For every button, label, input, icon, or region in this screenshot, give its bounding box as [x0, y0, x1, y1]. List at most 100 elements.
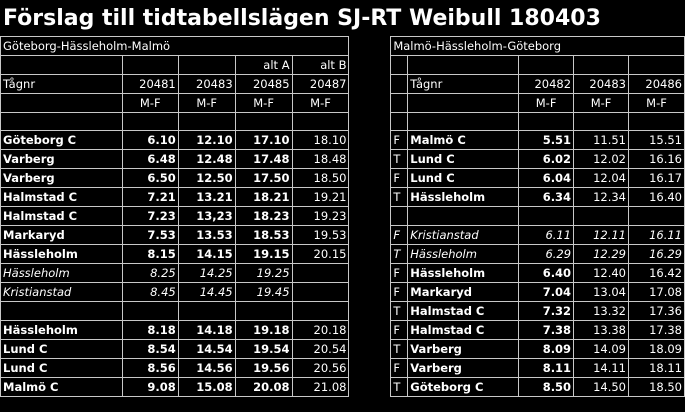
gap-cell — [349, 188, 391, 207]
alt-label: alt B — [291, 55, 350, 75]
train-number: 20487 — [291, 74, 350, 94]
blank-cell — [390, 93, 409, 113]
departure-time: 13.32 — [573, 301, 629, 322]
blank-cell — [573, 111, 629, 132]
spacer-row — [0, 111, 685, 132]
departure-time — [234, 301, 293, 322]
gap-cell — [349, 264, 391, 283]
blank-cell — [628, 111, 685, 132]
blank-cell — [121, 111, 179, 132]
departure-time: 9.08 — [121, 377, 179, 398]
table-row: Göteborg C 6.10 12.10 17.10 18.10 F Malmö C 5.5… — [0, 130, 685, 151]
departure-time: 19.21 — [291, 187, 350, 208]
departure-time: 12.02 — [573, 149, 629, 170]
departure-time: 17.36 — [628, 301, 685, 322]
departure-time: 12.04 — [573, 168, 629, 189]
departure-time: 12.29 — [573, 244, 629, 265]
station-name: Malmö C — [407, 130, 520, 151]
blank-cell — [518, 111, 575, 132]
days-label: M-F — [121, 93, 179, 113]
departure-time: 17.38 — [628, 320, 685, 341]
station-name: Hässleholm — [0, 244, 123, 265]
table-row: Markaryd 7.53 13.53 18.53 19.53 F Kristianstad… — [0, 225, 685, 246]
departure-time: 15.51 — [628, 130, 685, 151]
table-row: Lund C 8.56 14.56 19.56 20.56 F Varberg 8.11 14.… — [0, 358, 685, 379]
table-row: Hässleholm 8.25 14.25 19.25 F Hässleholm 6.40 1… — [0, 263, 685, 284]
train-number: 20485 — [234, 74, 293, 94]
days-label: M-F — [177, 93, 236, 113]
station-name: Lund C — [0, 339, 123, 360]
table-row: T Halmstad C 7.32 13.32 17.36 — [0, 301, 685, 322]
departure-time: 6.02 — [518, 149, 575, 170]
departure-time — [291, 263, 350, 284]
departure-time: 16.17 — [628, 168, 685, 189]
train-number-row: Tågnr 20481 20483 20485 20487 Tågnr 20482 20483… — [0, 74, 685, 94]
departure-time: 14.15 — [177, 244, 236, 265]
station-name: Varberg — [0, 149, 123, 170]
departure-time: 6.50 — [121, 168, 179, 189]
departure-time: 14.09 — [573, 339, 629, 360]
station-name: Hässleholm — [0, 263, 123, 284]
departure-time: 8.18 — [121, 320, 179, 341]
departure-time — [291, 282, 350, 303]
departure-time: 13.38 — [573, 320, 629, 341]
departure-time: 14.11 — [573, 358, 629, 379]
direction-flag: F — [390, 282, 409, 303]
table-row: Halmstad C 7.21 13.21 18.21 19.21 T Hässleholm… — [0, 187, 685, 208]
direction-flag: T — [390, 244, 409, 265]
timetable: Göteborg-Hässleholm-Malmö Malmö-Hässlehol… — [0, 36, 685, 398]
departure-time: 8.56 — [121, 358, 179, 379]
table-row: Hässleholm 8.18 14.18 19.18 20.18 F Halmstad C… — [0, 320, 685, 341]
departure-time: 6.48 — [121, 149, 179, 170]
station-name: Hässleholm — [407, 187, 520, 208]
station-name: Markaryd — [407, 282, 520, 303]
departure-time: 6.29 — [518, 244, 575, 265]
blank-cell — [407, 111, 520, 132]
station-name: Lund C — [407, 149, 520, 170]
alt-label: alt A — [234, 55, 293, 75]
departure-time: 14.45 — [177, 282, 236, 303]
departure-time: 12.40 — [573, 263, 629, 284]
train-number: 20481 — [121, 74, 179, 94]
departure-time: 18.21 — [234, 187, 293, 208]
departure-time: 18.53 — [234, 225, 293, 246]
station-name: Varberg — [407, 358, 520, 379]
right-route-header: Malmö-Hässleholm-Göteborg — [390, 36, 685, 56]
days-label: M-F — [628, 93, 685, 113]
table-row: Lund C 8.54 14.54 19.54 20.54 T Varberg 8.09 14.… — [0, 339, 685, 360]
train-number: 20482 — [518, 74, 575, 94]
departure-time: 12.50 — [177, 168, 236, 189]
station-name: Göteborg C — [0, 130, 123, 151]
departure-time: 19.15 — [234, 244, 293, 265]
station-name — [407, 206, 520, 227]
table-row: Varberg 6.48 12.48 17.48 18.48 T Lund C 6.02 12.… — [0, 149, 685, 170]
departure-time: 20.15 — [291, 244, 350, 265]
departure-time: 12.48 — [177, 149, 236, 170]
gap-cell — [349, 245, 391, 264]
departure-time: 18.09 — [628, 339, 685, 360]
departure-time: 18.50 — [291, 168, 350, 189]
gap-cell — [349, 340, 391, 359]
train-number: 20483 — [177, 74, 236, 94]
departure-time: 18.50 — [628, 377, 685, 398]
gap-cell — [349, 150, 391, 169]
departure-time: 17.50 — [234, 168, 293, 189]
direction-flag: T — [390, 149, 409, 170]
departure-time — [573, 206, 629, 227]
direction-flag: F — [390, 225, 409, 246]
direction-flag: T — [390, 377, 409, 398]
direction-flag — [390, 206, 409, 227]
departure-time: 18.23 — [234, 206, 293, 227]
gap-cell — [349, 113, 391, 131]
station-name: Lund C — [407, 168, 520, 189]
departure-time — [291, 301, 350, 322]
departure-time: 19.53 — [291, 225, 350, 246]
departure-time: 6.04 — [518, 168, 575, 189]
direction-flag: T — [390, 301, 409, 322]
departure-time: 8.45 — [121, 282, 179, 303]
gap-cell — [349, 37, 391, 56]
station-name: Halmstad C — [0, 187, 123, 208]
train-number: 20486 — [628, 74, 685, 94]
table-row: Malmö C 9.08 15.08 20.08 21.08 T Göteborg C 8.5… — [0, 377, 685, 398]
